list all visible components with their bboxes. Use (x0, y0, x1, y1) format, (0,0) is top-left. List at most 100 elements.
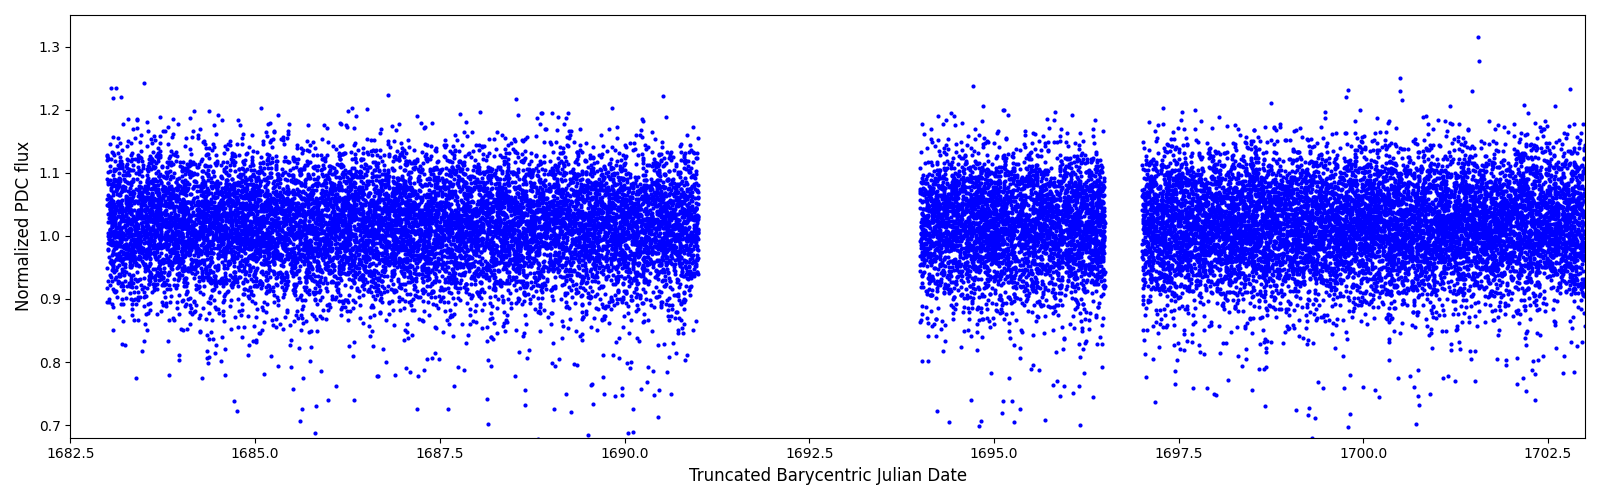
Point (1458, 242, 1483, 250)
Point (202, 194, 227, 202)
Point (389, 172, 414, 180)
Point (467, 270, 493, 278)
Point (486, 214, 512, 222)
Point (141, 237, 166, 245)
Point (350, 272, 376, 280)
Point (1499, 184, 1525, 192)
Point (966, 164, 992, 172)
Point (354, 258, 379, 266)
Point (1330, 239, 1355, 247)
Point (1563, 209, 1589, 217)
Point (1490, 168, 1515, 175)
Point (112, 212, 138, 220)
Point (370, 258, 395, 266)
Point (650, 197, 675, 205)
Point (310, 164, 336, 172)
Point (990, 258, 1016, 266)
Point (1448, 272, 1474, 280)
Point (675, 224, 701, 232)
Point (602, 254, 627, 262)
Point (1539, 247, 1565, 255)
Point (662, 260, 688, 268)
Point (1219, 189, 1245, 197)
Point (963, 198, 989, 205)
Point (312, 241, 338, 249)
Point (1010, 211, 1035, 219)
Point (450, 235, 475, 243)
Point (1520, 164, 1546, 172)
Point (1266, 200, 1291, 207)
Point (1504, 192, 1530, 200)
Point (1083, 311, 1109, 319)
Point (960, 196, 986, 203)
Point (1333, 182, 1358, 190)
Point (458, 175, 483, 183)
Point (1259, 170, 1285, 178)
Point (1298, 157, 1323, 165)
Point (309, 154, 334, 162)
Point (1010, 198, 1035, 205)
Point (520, 181, 546, 189)
Point (398, 252, 424, 260)
Point (341, 200, 366, 208)
Point (672, 296, 698, 304)
Point (965, 267, 990, 275)
Point (917, 292, 942, 300)
Point (1490, 226, 1515, 234)
Point (259, 195, 285, 203)
Point (1078, 192, 1104, 200)
Point (448, 187, 474, 195)
Point (283, 270, 309, 278)
Point (205, 244, 230, 252)
Point (1154, 243, 1179, 251)
Point (1499, 257, 1525, 265)
Point (1229, 190, 1254, 198)
Point (1078, 266, 1104, 274)
Point (1187, 292, 1213, 300)
Point (357, 207, 382, 215)
Point (534, 194, 560, 202)
Point (614, 429, 640, 437)
Point (589, 315, 614, 323)
Point (437, 224, 462, 232)
Point (357, 248, 382, 256)
Point (514, 234, 539, 241)
Point (162, 245, 187, 253)
Point (594, 223, 619, 231)
Point (1517, 254, 1542, 262)
Point (1006, 210, 1032, 218)
Point (397, 208, 422, 216)
Point (294, 203, 320, 211)
Point (1339, 218, 1365, 226)
Point (1179, 248, 1205, 256)
Point (312, 176, 338, 184)
Point (155, 270, 181, 278)
Point (1067, 308, 1093, 316)
Point (451, 180, 477, 188)
Point (1357, 172, 1382, 180)
Point (1446, 286, 1472, 294)
Point (250, 270, 275, 278)
Point (262, 260, 288, 268)
Point (1515, 204, 1541, 212)
Point (680, 215, 706, 223)
Point (317, 242, 342, 250)
Point (192, 195, 218, 203)
Point (1254, 212, 1280, 220)
Point (467, 201, 493, 209)
Point (1226, 125, 1251, 133)
Point (1408, 252, 1434, 260)
Point (237, 270, 262, 278)
Point (1538, 251, 1563, 259)
Point (1192, 198, 1218, 206)
Point (408, 220, 434, 228)
Point (1190, 300, 1216, 308)
Point (947, 204, 973, 212)
Point (347, 314, 373, 322)
Point (1074, 168, 1099, 176)
Point (1482, 258, 1507, 266)
Point (424, 262, 450, 270)
Point (314, 261, 339, 269)
Point (301, 216, 326, 224)
Point (304, 166, 330, 173)
